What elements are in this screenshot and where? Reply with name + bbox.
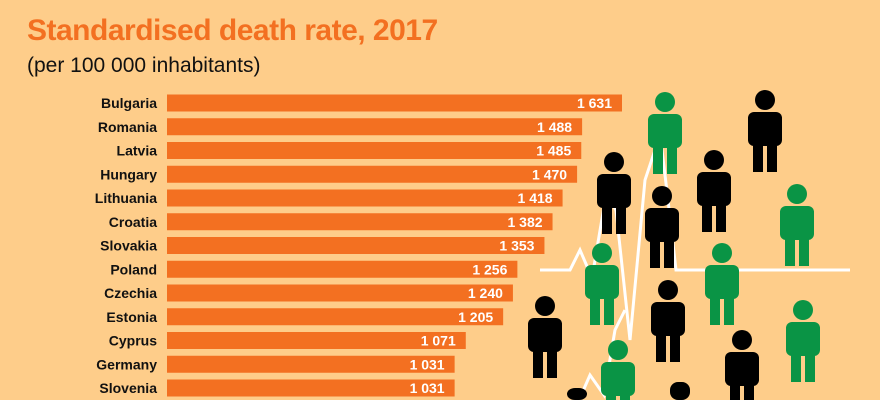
person-icon-green [648, 92, 682, 174]
bar [167, 379, 455, 397]
person-icon-black [597, 152, 631, 234]
value-label: 1 353 [499, 238, 534, 254]
value-label: 1 418 [518, 190, 553, 206]
person-icon-black [528, 296, 562, 378]
category-label: Estonia [106, 309, 157, 325]
chart-title: Standardised death rate, 2017 [27, 14, 438, 47]
value-label: 1 485 [536, 143, 571, 159]
category-label: Bulgaria [101, 95, 157, 111]
category-label: Cyprus [109, 333, 157, 349]
person-icon-black [670, 382, 690, 400]
value-label: 1 256 [472, 261, 507, 277]
person-icon-green [780, 184, 814, 266]
value-label: 1 382 [507, 214, 542, 230]
category-label: Romania [98, 119, 157, 135]
category-label: Slovakia [100, 238, 157, 254]
person-icon-black [651, 280, 685, 362]
person-icon-green [585, 243, 619, 325]
bar [167, 189, 563, 207]
category-label: Czechia [104, 285, 157, 301]
person-icon-black [645, 186, 679, 268]
bar [167, 94, 622, 112]
value-label: 1 205 [458, 309, 493, 325]
person-icon-black [697, 150, 731, 232]
person-icon-black [725, 330, 759, 400]
bar [167, 332, 466, 349]
value-label: 1 631 [577, 95, 612, 111]
value-label: 1 071 [421, 333, 456, 349]
bar [167, 165, 578, 183]
category-label: Croatia [109, 214, 157, 230]
person-icon-green [601, 340, 635, 400]
bar [167, 308, 504, 326]
chart-subtitle: (per 100 000 inhabitants) [27, 54, 261, 77]
category-label: Germany [96, 356, 157, 372]
category-label: Poland [110, 261, 157, 277]
bar [167, 237, 545, 254]
bar [167, 213, 553, 231]
category-label: Latvia [117, 143, 158, 159]
person-icon-black [748, 90, 782, 172]
category-label: Slovenia [99, 380, 157, 396]
person-icon-black [567, 388, 587, 400]
bar [167, 284, 513, 302]
value-label: 1 031 [410, 380, 445, 396]
person-icon-green [705, 243, 739, 325]
value-label: 1 488 [537, 119, 572, 135]
value-label: 1 031 [410, 356, 445, 372]
value-label: 1 240 [468, 285, 503, 301]
bar [167, 118, 583, 136]
bar [167, 260, 518, 278]
bar [167, 355, 455, 373]
category-label: Hungary [100, 166, 157, 182]
bar [167, 142, 582, 159]
person-icon-green [786, 300, 820, 382]
value-label: 1 470 [532, 166, 567, 182]
category-label: Lithuania [95, 190, 157, 206]
